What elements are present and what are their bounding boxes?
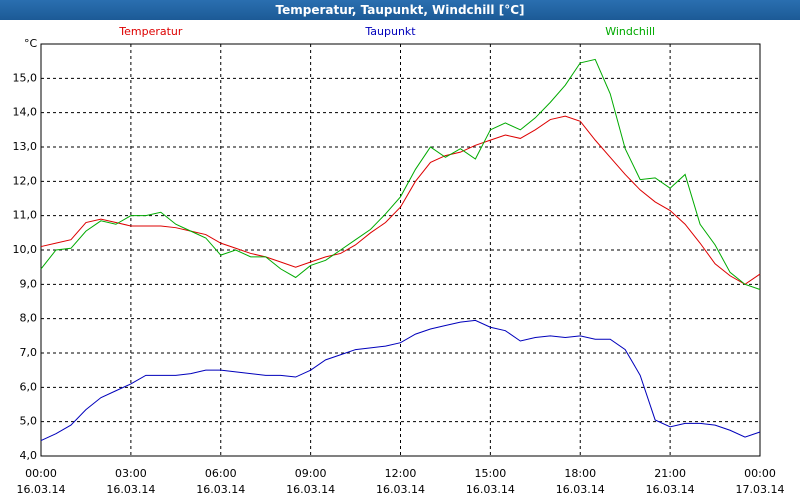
y-tick-label: 14,0 [13,106,38,119]
y-tick-label: 6,0 [20,380,38,393]
y-tick-label: 9,0 [20,277,38,290]
series-line [40,58,761,290]
y-tick-label: 11,0 [13,209,38,222]
x-tick-sublabel: 16.03.14 [106,483,155,496]
series-line [40,319,761,442]
x-tick-label: 00:00 [744,467,776,480]
y-tick-label: 10,0 [13,243,38,256]
x-tick-sublabel: 16.03.14 [376,483,425,496]
x-tick-label: 09:00 [295,467,327,480]
x-tick-label: 21:00 [654,467,686,480]
title-bar: Temperatur, Taupunkt, Windchill [°C] [0,0,800,20]
y-tick-label: 8,0 [20,312,38,325]
x-tick-sublabel: 17.03.14 [736,483,785,496]
y-tick-label: 5,0 [20,415,38,428]
x-tick-label: 12:00 [385,467,417,480]
y-tick-label: 13,0 [13,140,38,153]
x-tick-sublabel: 16.03.14 [17,483,66,496]
x-tick-label: 00:00 [25,467,57,480]
y-tick-label: 7,0 [20,346,38,359]
y-tick-label: 4,0 [20,449,38,462]
x-tick-sublabel: 16.03.14 [466,483,515,496]
y-tick-label: 15,0 [13,71,38,84]
x-tick-label: 06:00 [205,467,237,480]
plot-frame [40,43,761,457]
x-tick-label: 03:00 [115,467,147,480]
x-tick-sublabel: 16.03.14 [556,483,605,496]
x-tick-label: 18:00 [564,467,596,480]
y-unit: °C [24,37,38,50]
series-line [40,115,761,285]
legend-entry: Taupunkt [364,25,416,38]
x-tick-label: 15:00 [475,467,507,480]
y-tick-label: 12,0 [13,174,38,187]
legend-entry: Temperatur [118,25,183,38]
x-tick-sublabel: 16.03.14 [646,483,695,496]
x-tick-sublabel: 16.03.14 [286,483,335,496]
x-tick-sublabel: 16.03.14 [196,483,245,496]
chart: °C 4,0 5,0 6,0 7,0 8,0 9,0 10,0 11,0 12,0 13,0 14,… [13,25,785,496]
legend-entry: Windchill [605,25,655,38]
